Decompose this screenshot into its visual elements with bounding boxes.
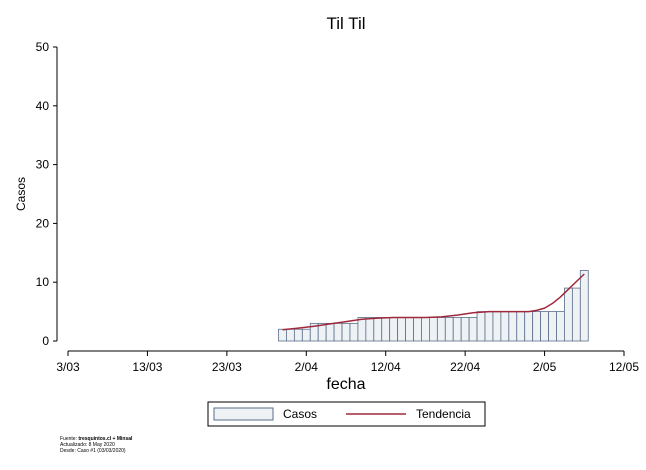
trend-line [282, 273, 585, 331]
y-tick-label: 40 [36, 99, 50, 113]
bar [492, 311, 502, 342]
bar [373, 317, 383, 342]
bar [468, 317, 478, 342]
x-tick-label: 23/03 [212, 360, 242, 374]
x-tick-label: 2/04 [295, 360, 319, 374]
bar [428, 317, 438, 342]
x-tick-label: 13/03 [132, 360, 162, 374]
bar [349, 322, 359, 342]
y-tick-label: 20 [36, 216, 50, 230]
bar [357, 317, 367, 342]
x-tick-label: 12/04 [371, 360, 401, 374]
bar [460, 317, 470, 342]
bar [579, 270, 589, 342]
y-axis: 0 10 20 30 40 50 [36, 40, 58, 348]
source-note: Fuente: tresquintos.cl + Minsal Actualiz… [60, 436, 132, 454]
bar [556, 311, 565, 342]
bar [286, 328, 295, 342]
x-tick-label: 12/05 [609, 360, 639, 374]
x-tick-label: 2/05 [533, 360, 557, 374]
bar [548, 311, 557, 342]
legend-label-tendencia: Tendencia [416, 407, 471, 421]
y-tick-label: 0 [42, 334, 49, 348]
bar [397, 317, 406, 342]
bar [500, 311, 510, 342]
y-tick-label: 10 [36, 275, 50, 289]
y-tick-label: 30 [36, 158, 50, 172]
legend-swatch-casos [213, 407, 274, 421]
bar [532, 311, 542, 342]
bar [476, 311, 486, 342]
legend: Casos Tendencia [207, 401, 486, 427]
bar [381, 317, 391, 342]
bar [421, 317, 430, 342]
y-axis-label: Casos [14, 177, 28, 211]
source-line-2: Actualizado: 8 May 2020 [60, 442, 115, 448]
bar [564, 287, 573, 342]
bar [325, 322, 335, 342]
bar [341, 322, 351, 342]
bar [452, 317, 462, 342]
x-tick-label: 3/03 [56, 360, 80, 374]
bar [508, 311, 518, 342]
bar [484, 311, 494, 342]
bar [333, 322, 343, 342]
x-axis-label: fecha [326, 376, 365, 393]
chart-title: Til Til [326, 14, 365, 33]
bar [413, 317, 422, 342]
bar [405, 317, 414, 342]
x-axis: 3/03 13/03 23/03 2/04 12/04 22/04 2/05 12/05 [56, 350, 639, 374]
bar [540, 311, 549, 342]
bar [365, 317, 375, 342]
bar [389, 317, 399, 342]
bar [278, 328, 287, 342]
legend-label-casos: Casos [283, 407, 317, 421]
bar [301, 328, 311, 342]
source-line-3: Desde: Caso #1 (03/03/2020) [60, 448, 126, 454]
trend-series [282, 273, 585, 331]
bar [436, 317, 446, 342]
bar [444, 317, 454, 342]
bar [571, 287, 581, 342]
y-tick-label: 50 [36, 40, 50, 54]
x-tick-label: 22/04 [450, 360, 480, 374]
bar [524, 311, 534, 342]
source-line-1: Fuente: tresquintos.cl + Minsal [60, 436, 133, 442]
bar-series [278, 270, 589, 342]
bar [293, 328, 303, 342]
bar [516, 311, 526, 342]
